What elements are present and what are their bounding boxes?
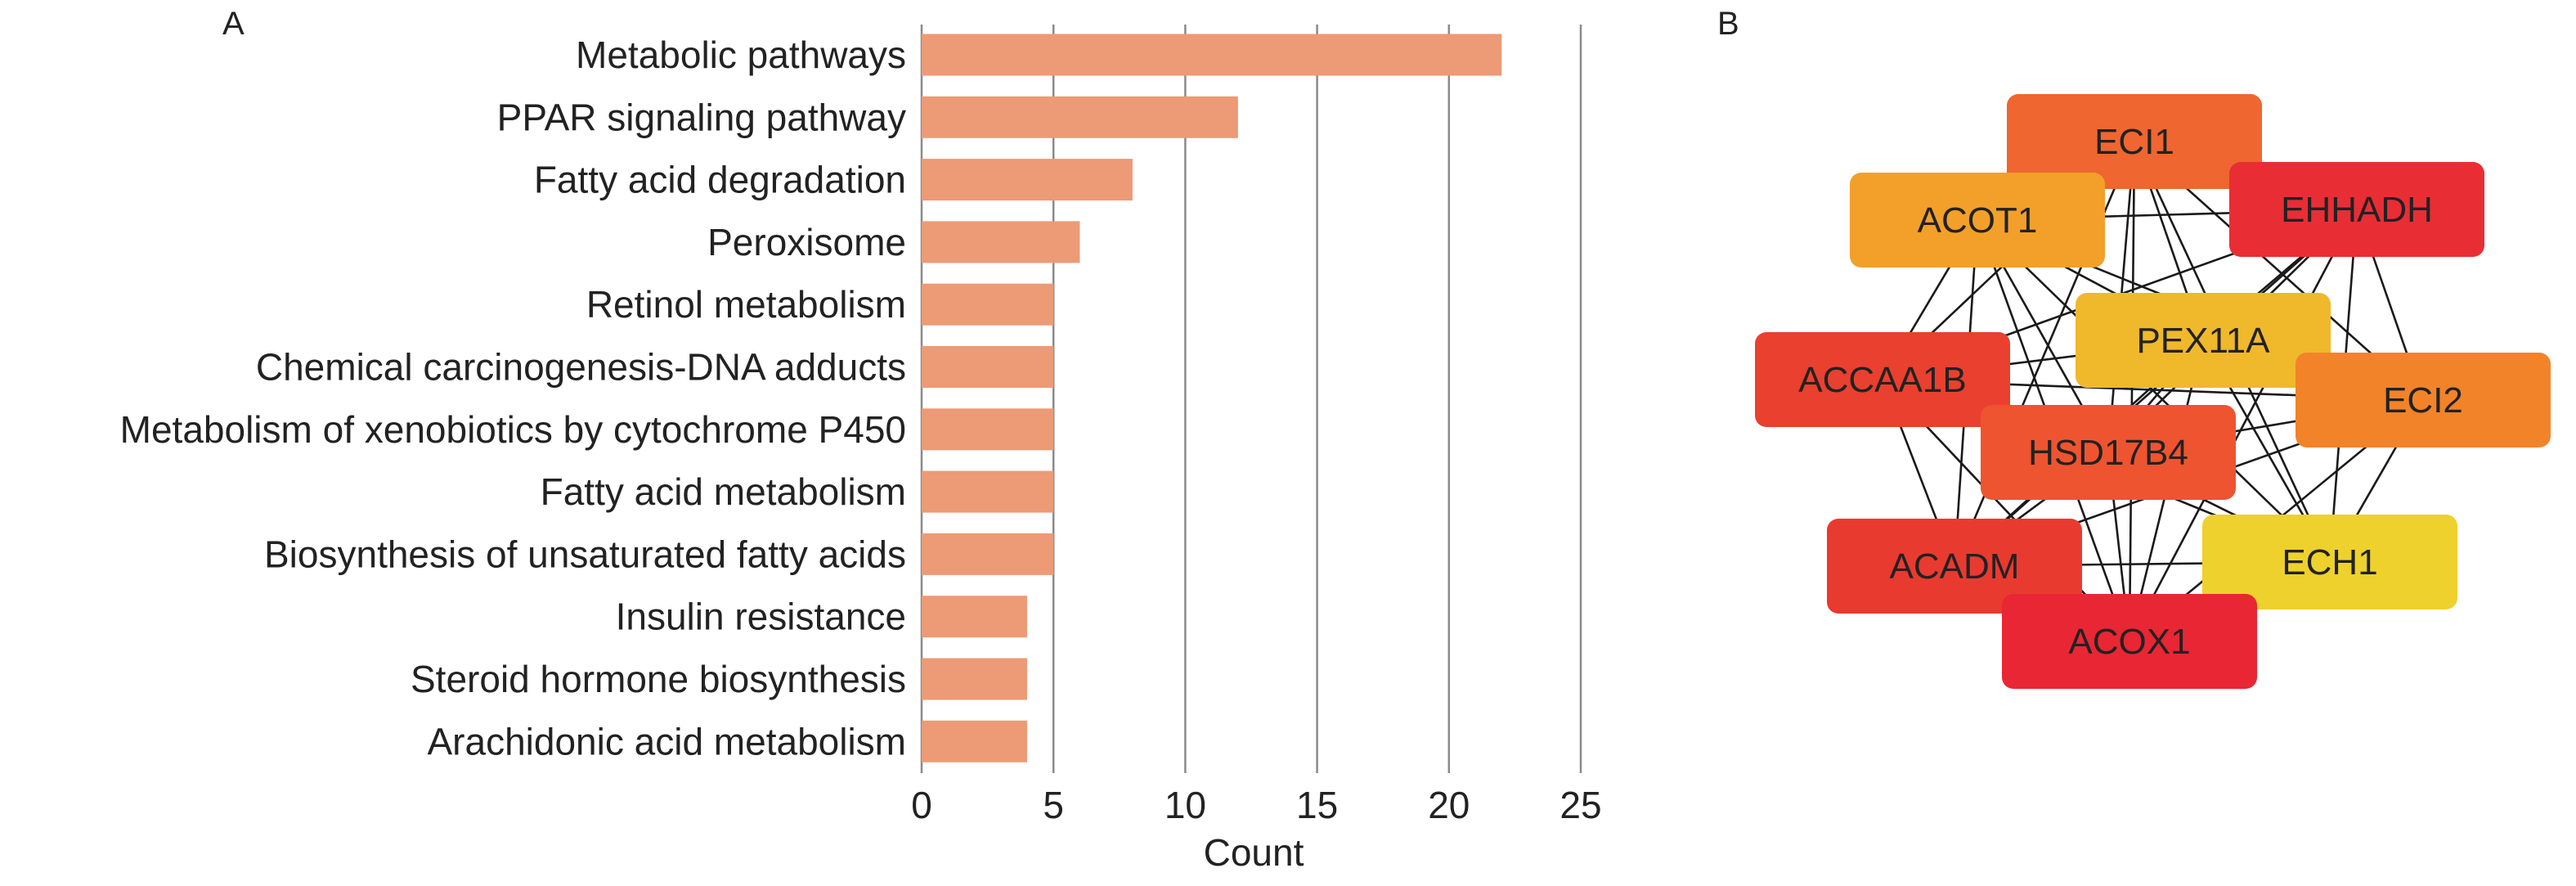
- x-tick-label: 5: [1043, 784, 1064, 826]
- panel-a-letter: A: [222, 6, 245, 42]
- category-label: Retinol metabolism: [586, 283, 906, 326]
- bars: [922, 34, 1502, 762]
- node-label: ECI2: [2383, 380, 2463, 421]
- x-tick-labels: 0 5 10 15 20 25: [911, 784, 1601, 826]
- node-ehhadh[interactable]: EHHADH: [2229, 162, 2484, 257]
- bar: [922, 283, 1054, 326]
- bar: [922, 34, 1502, 76]
- category-label: Chemical carcinogenesis-DNA adducts: [256, 346, 906, 389]
- node-box: [1755, 332, 2010, 427]
- node-label: ECH1: [2282, 542, 2377, 582]
- bar: [922, 470, 1054, 513]
- bar: [922, 596, 1027, 638]
- node-label: ACCAA1B: [1798, 360, 1966, 400]
- node-box: [1850, 173, 2105, 268]
- node-box: [2007, 94, 2262, 189]
- node-ech1[interactable]: ECH1: [2202, 515, 2457, 609]
- x-tick-label: 20: [1428, 784, 1470, 826]
- node-box: [2296, 353, 2551, 447]
- x-tick-label: 15: [1296, 784, 1338, 826]
- node-acot1[interactable]: ACOT1: [1850, 173, 2105, 268]
- edge-eci1-acox1: [2128, 141, 2136, 642]
- network-panel: B ECI1 ACOT1 EHHADH PEX11A ACCAA1B ECI2 HSD17B…: [1717, 6, 2551, 689]
- network-nodes: ECI1 ACOT1 EHHADH PEX11A ACCAA1B ECI2 HSD17B4 A…: [1755, 94, 2551, 689]
- category-label: Steroid hormone biosynthesis: [411, 658, 906, 700]
- category-label: Fatty acid degradation: [534, 159, 906, 201]
- panel-b-letter: B: [1717, 6, 1739, 42]
- category-label: PPAR signaling pathway: [497, 96, 906, 138]
- category-label: Arachidonic acid metabolism: [428, 720, 907, 762]
- category-label: Biosynthesis of unsaturated fatty acids: [264, 533, 906, 575]
- node-label: ACOX1: [2068, 622, 2190, 662]
- bar: [922, 346, 1054, 388]
- bar: [922, 658, 1027, 700]
- node-box: [2002, 594, 2257, 689]
- node-label: ACOT1: [1918, 200, 2038, 241]
- node-acox1[interactable]: ACOX1: [2002, 594, 2257, 689]
- x-tick-label: 10: [1165, 784, 1206, 826]
- edge-ehhadh-acox1: [2128, 209, 2358, 642]
- node-label: EHHADH: [2281, 190, 2433, 230]
- category-label: Metabolic pathways: [576, 34, 906, 76]
- node-hsd17b4[interactable]: HSD17B4: [1981, 405, 2236, 500]
- category-labels: Metabolic pathways PPAR signaling pathway…: [120, 34, 906, 762]
- node-box: [2202, 515, 2457, 609]
- node-pex11a[interactable]: PEX11A: [2076, 293, 2331, 388]
- node-eci1[interactable]: ECI1: [2007, 94, 2262, 189]
- bar: [922, 408, 1054, 451]
- bar: [922, 96, 1238, 138]
- edge-acot1-ech1: [1977, 219, 2331, 563]
- bar-chart-panel: A Metabolic pathways PPAR signaling pathw…: [120, 6, 1602, 874]
- bar: [922, 159, 1133, 201]
- bar: [922, 221, 1080, 263]
- node-label: HSD17B4: [2028, 433, 2188, 473]
- node-acadm[interactable]: ACADM: [1827, 519, 2082, 614]
- node-label: ACADM: [1890, 546, 2020, 587]
- category-label: Insulin resistance: [616, 596, 906, 638]
- node-box: [1827, 519, 2082, 614]
- node-box: [2229, 162, 2484, 257]
- x-tick-label: 25: [1560, 784, 1601, 826]
- gridlines: [920, 25, 1582, 773]
- x-tick-label: 0: [911, 784, 932, 826]
- category-label: Fatty acid metabolism: [541, 470, 906, 513]
- node-box: [2076, 293, 2331, 388]
- node-box: [1981, 405, 2236, 500]
- category-label: Metabolism of xenobiotics by cytochrome …: [120, 408, 906, 451]
- node-accaa1b[interactable]: ACCAA1B: [1755, 332, 2010, 427]
- bar: [922, 720, 1027, 762]
- node-label: PEX11A: [2136, 321, 2270, 361]
- node-label: ECI1: [2094, 122, 2174, 162]
- bar: [922, 533, 1054, 575]
- node-eci2[interactable]: ECI2: [2296, 353, 2551, 447]
- category-label: Peroxisome: [707, 221, 906, 263]
- x-axis-title: Count: [1204, 831, 1304, 874]
